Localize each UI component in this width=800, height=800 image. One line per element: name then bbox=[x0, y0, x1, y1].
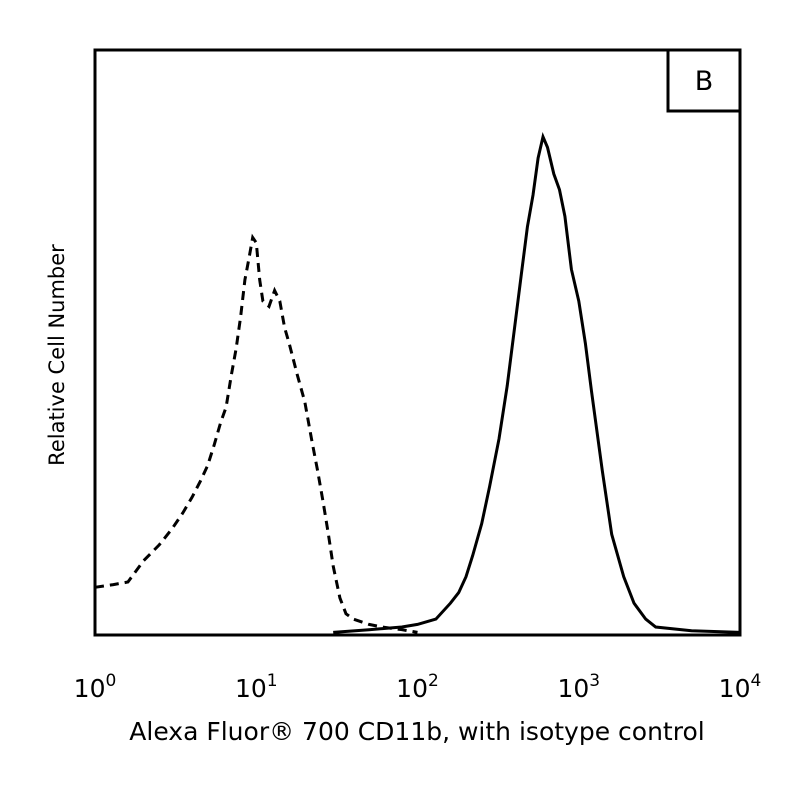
x-axis-title: Alexa Fluor® 700 CD11b, with isotype con… bbox=[129, 717, 704, 746]
plot-frame bbox=[93, 48, 742, 637]
cd11b-histogram bbox=[333, 131, 741, 634]
x-tick-label: 103 bbox=[557, 671, 600, 703]
x-tick-label: 100 bbox=[74, 671, 117, 703]
x-tick-label: 104 bbox=[719, 671, 762, 703]
x-tick-labels: 100 101 102 103 104 bbox=[74, 671, 762, 703]
x-tick-label: 102 bbox=[396, 671, 439, 703]
panel-label-frame bbox=[666, 48, 742, 113]
panel-label: B bbox=[695, 66, 714, 97]
isotype-control-histogram bbox=[94, 233, 418, 634]
x-tick-label: 101 bbox=[235, 671, 278, 703]
y-axis-title: Relative Cell Number bbox=[45, 244, 69, 466]
series-layer bbox=[94, 131, 741, 634]
panel-label-box: B bbox=[666, 48, 742, 113]
